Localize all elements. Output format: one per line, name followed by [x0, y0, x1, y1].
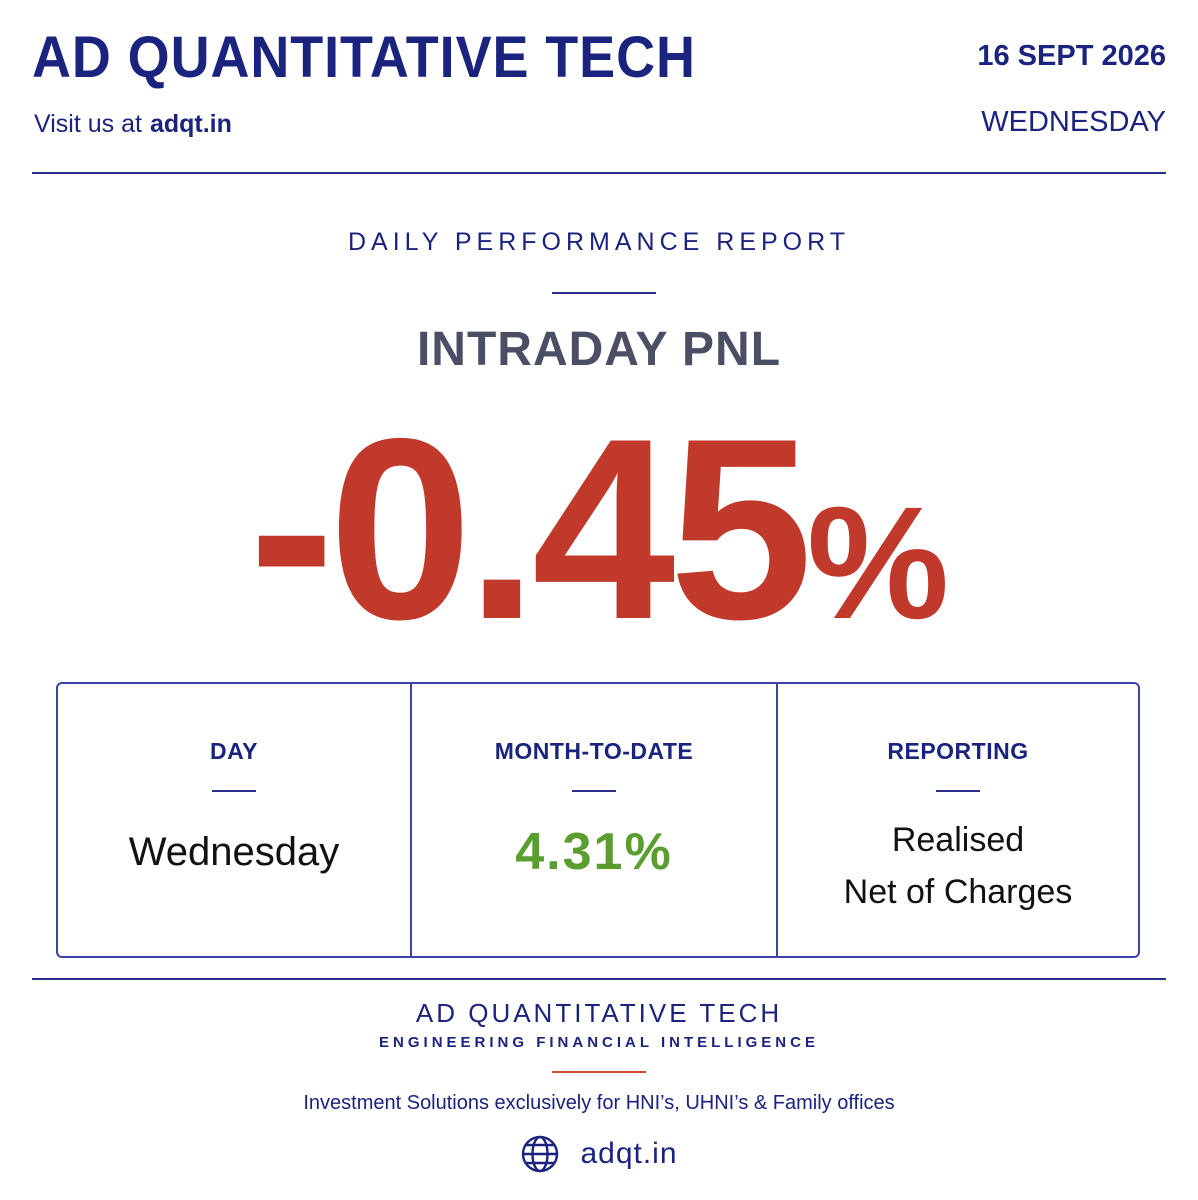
stat-value: Realised Net of Charges [778, 814, 1138, 918]
stat-label: REPORTING [887, 738, 1029, 764]
footer-website[interactable]: adqt.in [0, 1134, 1198, 1174]
pnl-value: -0.45% [0, 400, 1198, 658]
pnl-label: INTRADAY PNL [416, 323, 782, 376]
stat-divider [212, 790, 256, 792]
stat-divider [572, 790, 616, 792]
report-date: 16 SEPT 2026 [977, 40, 1166, 72]
report-weekday: WEDNESDAY [981, 106, 1166, 138]
footer-url-link[interactable]: adqt.in [580, 1137, 678, 1170]
title-divider [552, 292, 656, 294]
brand-title: AD QUANTITATIVE TECH [32, 25, 696, 90]
visit-line: Visit us at adqt.in [34, 110, 232, 139]
stat-label: MONTH-TO-DATE [494, 738, 694, 764]
globe-icon [522, 1135, 559, 1173]
stats-panel: DAY Wednesday MONTH-TO-DATE 4.31% REPORT… [56, 682, 1140, 958]
footer-divider [32, 978, 1166, 980]
footer-brand: AD QUANTITATIVE TECH [415, 998, 783, 1028]
footer-tagline: ENGINEERING FINANCIAL INTELLIGENCE [379, 1034, 819, 1051]
stat-month-to-date: MONTH-TO-DATE 4.31% [410, 684, 776, 956]
stat-day: DAY Wednesday [58, 684, 410, 956]
stat-value-line-2: Net of Charges [843, 873, 1073, 911]
report-title: DAILY PERFORMANCE REPORT [347, 228, 851, 256]
stat-label: DAY [210, 738, 258, 764]
stat-value: 4.31% [515, 823, 673, 881]
visit-prefix: Visit us at [34, 110, 142, 138]
header-divider [32, 172, 1166, 174]
footer-description: Investment Solutions exclusively for HNI… [303, 1092, 895, 1114]
accent-divider [552, 1071, 646, 1073]
pnl-unit: % [806, 473, 950, 652]
header: AD QUANTITATIVE TECH Visit us at adqt.in … [32, 20, 1166, 150]
stat-divider [936, 790, 980, 792]
pnl-number: -0.45 [248, 384, 813, 673]
stat-reporting: REPORTING Realised Net of Charges [776, 684, 1138, 956]
visit-url-link[interactable]: adqt.in [149, 110, 232, 138]
stat-value: Wednesday [128, 830, 340, 874]
stat-value-line-1: Realised [891, 821, 1025, 859]
